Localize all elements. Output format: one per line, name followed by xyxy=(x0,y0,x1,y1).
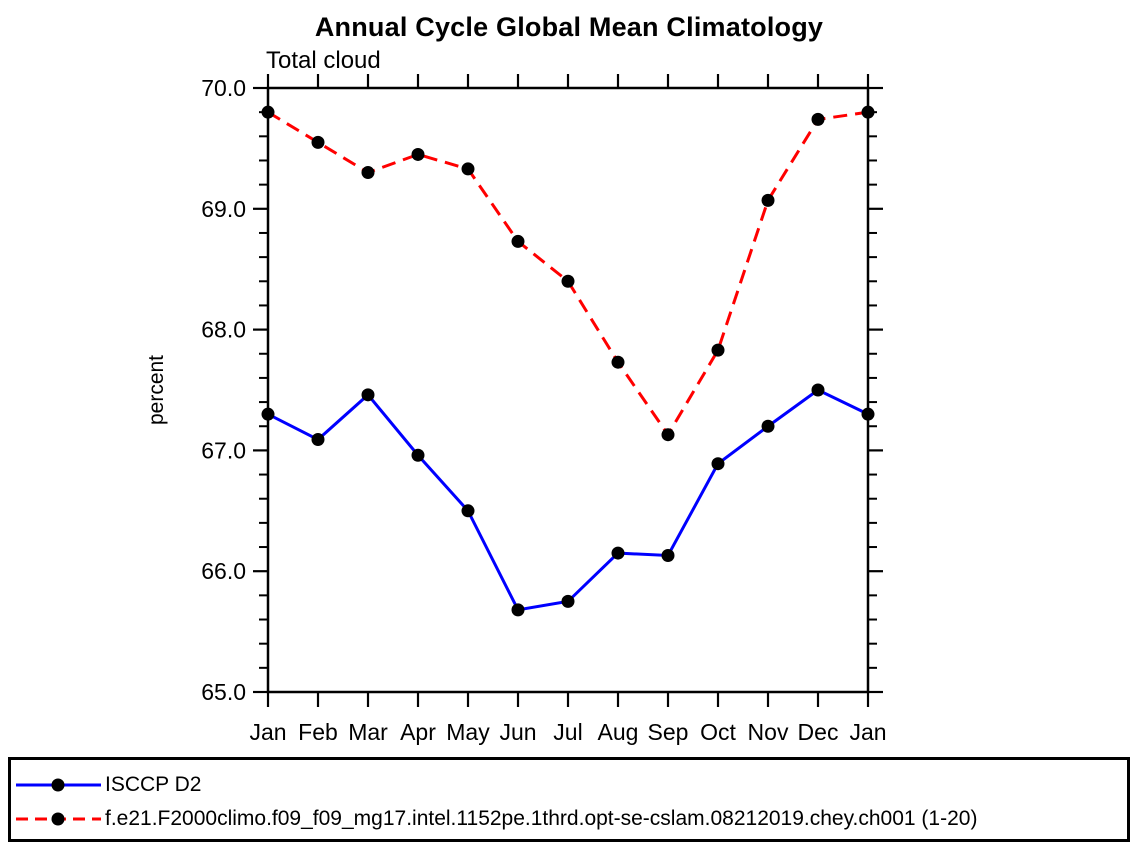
series-line-1 xyxy=(267,110,869,438)
svg-text:Jun: Jun xyxy=(499,719,536,745)
svg-text:May: May xyxy=(446,719,490,745)
legend-box: ISCCP D2 f.e21.F2000climo.f09_f09_mg17.i… xyxy=(8,757,1130,842)
svg-text:Sep: Sep xyxy=(648,719,689,745)
series-markers-0 xyxy=(261,383,875,617)
svg-text:Jan: Jan xyxy=(249,719,286,745)
legend-item-isccp: ISCCP D2 xyxy=(11,768,1127,802)
legend-item-model: f.e21.F2000climo.f09_f09_mg17.intel.1152… xyxy=(11,802,1127,836)
svg-text:66.0: 66.0 xyxy=(201,558,246,584)
svg-text:65.0: 65.0 xyxy=(201,679,246,705)
svg-text:Jul: Jul xyxy=(553,719,582,745)
svg-text:68.0: 68.0 xyxy=(201,317,246,343)
legend-line-sample-blue xyxy=(16,778,101,792)
svg-text:67.0: 67.0 xyxy=(201,437,246,463)
axes: Jan Feb Mar Apr May Jun Jul Aug Sep Oct Nov Dec Jan6… xyxy=(145,74,887,745)
plot-area: Jan Feb Mar Apr May Jun Jul Aug Sep Oct Nov Dec Jan6… xyxy=(145,74,887,745)
legend-line-sample-red xyxy=(16,812,101,826)
chart-title: Annual Cycle Global Mean Climatology xyxy=(314,12,824,42)
svg-text:Nov: Nov xyxy=(748,719,789,745)
svg-text:Jan: Jan xyxy=(849,719,886,745)
svg-text:Mar: Mar xyxy=(348,719,388,745)
series-line-0 xyxy=(267,388,869,612)
svg-text:Dec: Dec xyxy=(798,719,839,745)
legend-label-model: f.e21.F2000climo.f09_f09_mg17.intel.1152… xyxy=(105,807,978,830)
svg-text:Feb: Feb xyxy=(298,719,338,745)
svg-text:Aug: Aug xyxy=(598,719,639,745)
svg-text:percent: percent xyxy=(145,355,168,425)
svg-text:Oct: Oct xyxy=(700,719,736,745)
legend-label-isccp: ISCCP D2 xyxy=(105,773,202,796)
svg-text:Apr: Apr xyxy=(400,719,436,745)
svg-text:70.0: 70.0 xyxy=(201,75,246,101)
chart-subtitle: Total cloud xyxy=(266,47,381,74)
svg-text:69.0: 69.0 xyxy=(201,196,246,222)
series-markers-1 xyxy=(261,105,875,442)
